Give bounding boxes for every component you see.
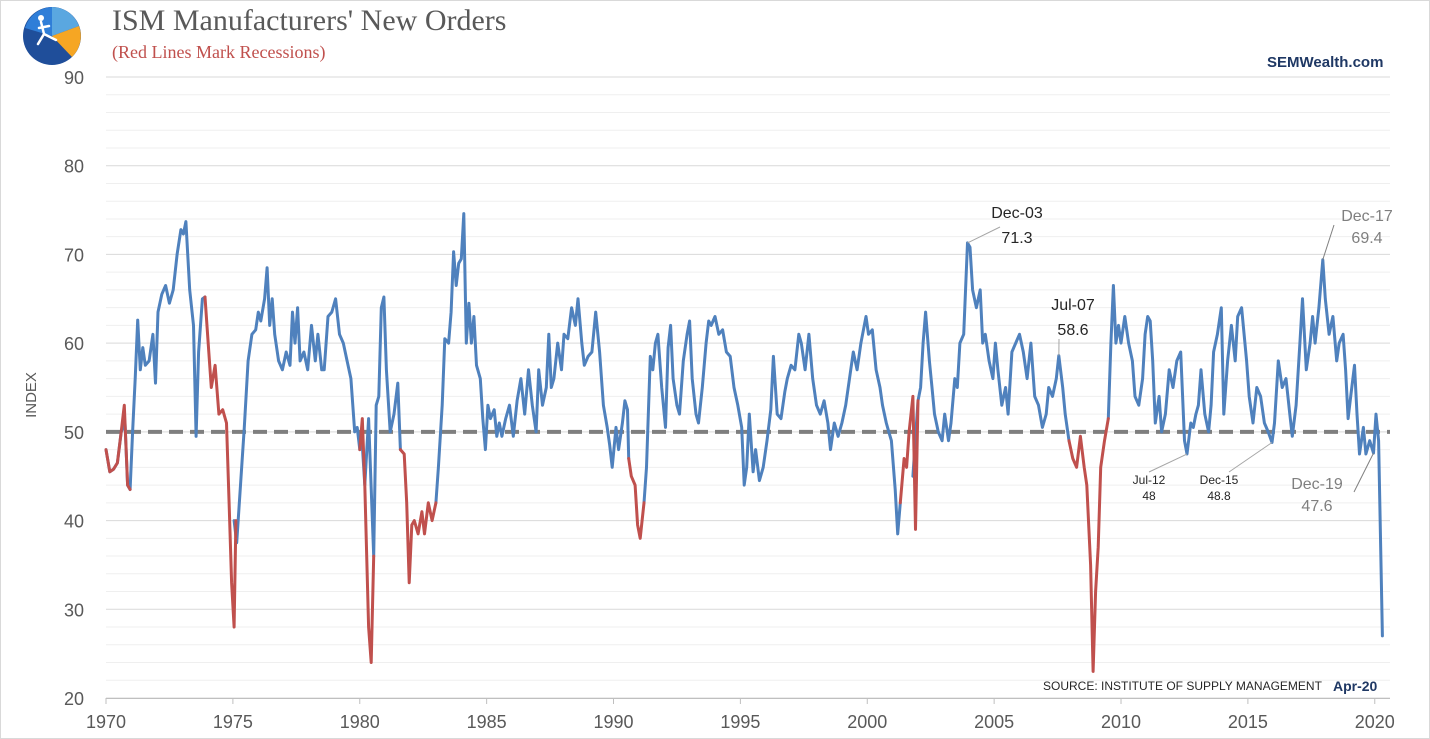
annotation-leader [1322,224,1335,260]
expansion-series-line [911,241,1071,478]
y-tick-label: 60 [64,334,84,354]
annotation-leader [1228,442,1273,473]
annotation-value: 47.6 [1301,498,1332,515]
x-tick-label: 2015 [1228,712,1268,732]
annotation-leader [967,226,1001,244]
y-axis-ticks: 20 30 40 50 60 70 80 90 [64,68,84,709]
annotation-value: 58.6 [1057,322,1088,339]
annotation-value: 48 [1142,489,1156,503]
recession-series-line [898,394,920,531]
recession-series-line [398,448,438,585]
annotation-label: Jul-12 [1133,473,1166,487]
recession-series-line [627,457,646,540]
x-tick-label: 1970 [86,712,126,732]
expansion-series-line [434,212,631,505]
recession-series-line [104,403,132,491]
y-tick-label: 40 [64,512,84,532]
expansion-series-line [232,266,402,558]
x-tick-label: 1980 [340,712,380,732]
x-tick-label: 2010 [1101,712,1141,732]
y-tick-label: 70 [64,245,84,265]
chart-subtitle: (Red Lines Mark Recessions) [112,42,326,62]
y-axis-label: INDEX [23,372,40,418]
recession-series-line [203,295,238,629]
annotation-label: Jul-07 [1051,297,1095,314]
x-tick-label: 2000 [847,712,887,732]
recession-series-line [358,417,376,664]
as-of-label: Apr-20 [1333,678,1378,694]
x-axis: 1970 1975 1980 1985 1990 1995 2000 2005 2010 2015… [86,698,1395,732]
y-tick-label: 80 [64,157,84,177]
y-tick-label: 90 [64,68,84,88]
annotation-value: 69.4 [1351,230,1382,247]
chart-title: ISM Manufacturers' New Orders [112,4,507,37]
x-tick-label: 1995 [720,712,760,732]
brand-label: SEMWealth.com [1267,54,1384,71]
series-lines [104,212,1384,673]
annotation-value: 71.3 [1001,230,1032,247]
annotation-label: Dec-17 [1341,208,1393,225]
semwealth-logo-icon [23,7,81,65]
y-tick-label: 50 [64,423,84,443]
expansion-series-line [642,315,902,536]
annotation-leader [1353,452,1374,493]
gridlines [106,76,1390,699]
recession-series-line [1067,417,1110,673]
x-tick-label: 1985 [467,712,507,732]
annotation-label: Dec-03 [991,205,1043,222]
x-tick-label: 2005 [974,712,1014,732]
annotations: Dec-03 71.3 Jul-07 58.6 Dec-17 69.4 Jul-12 48 De… [967,205,1393,515]
source-label: SOURCE: INSTITUTE OF SUPPLY MANAGEMENT [1043,679,1322,693]
x-tick-label: 2020 [1355,712,1395,732]
y-tick-label: 20 [64,689,84,709]
annotation-label: Dec-15 [1200,473,1239,487]
y-tick-label: 30 [64,600,84,620]
x-tick-label: 1975 [213,712,253,732]
annotation-value: 48.8 [1207,489,1231,503]
annotation-label: Dec-19 [1291,476,1343,493]
expansion-series-line [1106,258,1384,638]
annotation-leader [1148,453,1188,473]
x-tick-label: 1990 [593,712,633,732]
